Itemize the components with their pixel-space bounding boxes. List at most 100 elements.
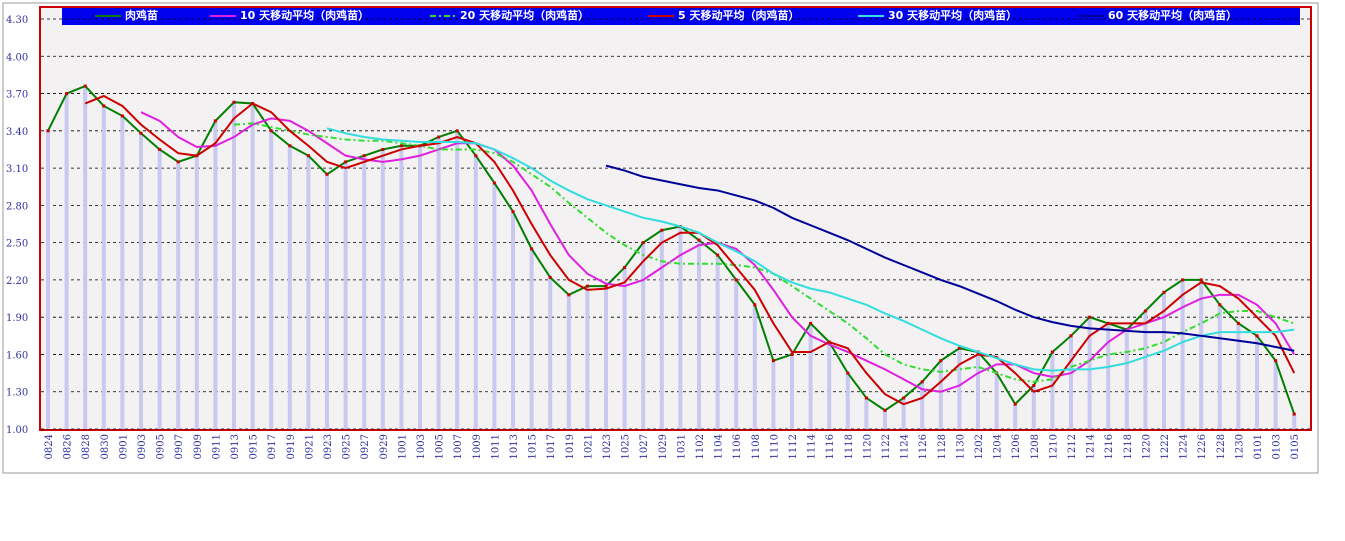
bar xyxy=(864,397,869,429)
x-tick-label: 0929 xyxy=(379,434,390,459)
x-tick-label: 1210 xyxy=(1048,434,1059,459)
point xyxy=(1236,321,1240,325)
bar xyxy=(511,211,515,429)
x-tick-label: 0913 xyxy=(230,434,241,459)
point xyxy=(474,154,478,158)
x-tick-label: 0905 xyxy=(156,434,167,459)
bar xyxy=(1124,329,1129,429)
bar xyxy=(697,240,701,429)
bar xyxy=(269,130,274,429)
point xyxy=(511,210,515,214)
bar xyxy=(492,183,497,429)
x-tick-label: 1001 xyxy=(397,434,408,459)
x-tick-label: 1106 xyxy=(732,434,743,459)
bar xyxy=(604,286,608,429)
y-tick-label: 3.10 xyxy=(6,164,28,175)
point xyxy=(957,346,961,350)
x-tick-label: 1114 xyxy=(807,434,818,459)
bar xyxy=(1143,310,1148,429)
bar xyxy=(46,130,50,429)
x-tick-label: 1031 xyxy=(676,434,687,459)
point xyxy=(65,92,69,96)
x-tick-label: 1224 xyxy=(1179,434,1190,459)
point xyxy=(753,303,757,307)
x-tick-label: 1208 xyxy=(1030,434,1041,459)
x-tick-label: 1112 xyxy=(788,434,799,459)
bar xyxy=(343,161,348,429)
x-tick-label: 1007 xyxy=(453,434,464,459)
x-tick-label: 0101 xyxy=(1253,434,1264,459)
point xyxy=(269,129,273,133)
point xyxy=(213,119,217,123)
point xyxy=(1274,359,1278,363)
point xyxy=(455,129,459,133)
bar xyxy=(827,342,832,429)
x-tick-label: 0917 xyxy=(267,434,278,459)
bar xyxy=(659,230,664,429)
x-tick-label: 1029 xyxy=(658,434,669,459)
bar xyxy=(232,102,236,429)
point xyxy=(604,284,608,288)
point xyxy=(1032,384,1036,388)
bar xyxy=(1255,335,1259,429)
plot-area xyxy=(39,6,1312,431)
point xyxy=(399,144,403,148)
x-tick-label: 1228 xyxy=(1216,434,1227,459)
bar xyxy=(585,286,590,429)
bar xyxy=(157,149,162,430)
point xyxy=(232,100,236,104)
point xyxy=(1088,315,1092,319)
point xyxy=(381,147,385,151)
bar xyxy=(325,174,329,429)
point xyxy=(771,359,775,363)
bar xyxy=(920,381,925,429)
point xyxy=(325,172,329,176)
bar xyxy=(771,360,776,429)
point xyxy=(623,265,627,269)
point xyxy=(1162,290,1166,294)
bar xyxy=(213,120,218,429)
bar xyxy=(994,373,999,429)
bar xyxy=(380,149,385,430)
bar xyxy=(176,161,181,429)
point xyxy=(158,147,162,151)
x-tick-label: 1226 xyxy=(1197,434,1208,459)
y-tick-label: 2.50 xyxy=(6,239,28,250)
series-line xyxy=(47,84,1296,415)
point xyxy=(139,131,143,135)
bar xyxy=(938,360,943,429)
x-tick-label: 0925 xyxy=(342,434,353,459)
x-tick-label: 0909 xyxy=(193,434,204,459)
bar xyxy=(101,105,106,429)
series-line xyxy=(326,127,1295,372)
bar xyxy=(1273,360,1278,429)
y-tick-label: 1.30 xyxy=(6,388,28,399)
y-tick-label: 2.20 xyxy=(6,276,28,287)
x-tick-label: 0907 xyxy=(174,434,185,459)
bar xyxy=(1106,323,1111,429)
bar xyxy=(883,410,887,429)
point xyxy=(920,380,924,384)
bar xyxy=(287,145,292,429)
x-tick-label: 1019 xyxy=(565,434,576,459)
y-tick-label: 2.80 xyxy=(6,201,28,212)
x-tick-label: 1128 xyxy=(937,434,948,459)
x-tick-label: 1220 xyxy=(1141,434,1152,459)
bar xyxy=(194,155,199,429)
x-tick-label: 0921 xyxy=(304,434,315,459)
x-tick-label: 1202 xyxy=(974,434,985,459)
x-tick-label: 0923 xyxy=(323,434,334,459)
bar xyxy=(622,267,627,429)
point xyxy=(1181,278,1185,282)
point xyxy=(883,408,887,412)
x-tick-label: 1118 xyxy=(844,434,855,459)
bar xyxy=(139,133,143,429)
legend-label: 30 天移动平均（肉鸡苗） xyxy=(888,8,1017,22)
x-tick-label: 1230 xyxy=(1234,434,1245,459)
series-line xyxy=(233,122,1295,383)
x-tick-label: 1104 xyxy=(714,434,725,459)
x-tick-label: 1204 xyxy=(993,434,1004,459)
point xyxy=(1199,278,1203,282)
x-tick-label: 0919 xyxy=(286,434,297,459)
